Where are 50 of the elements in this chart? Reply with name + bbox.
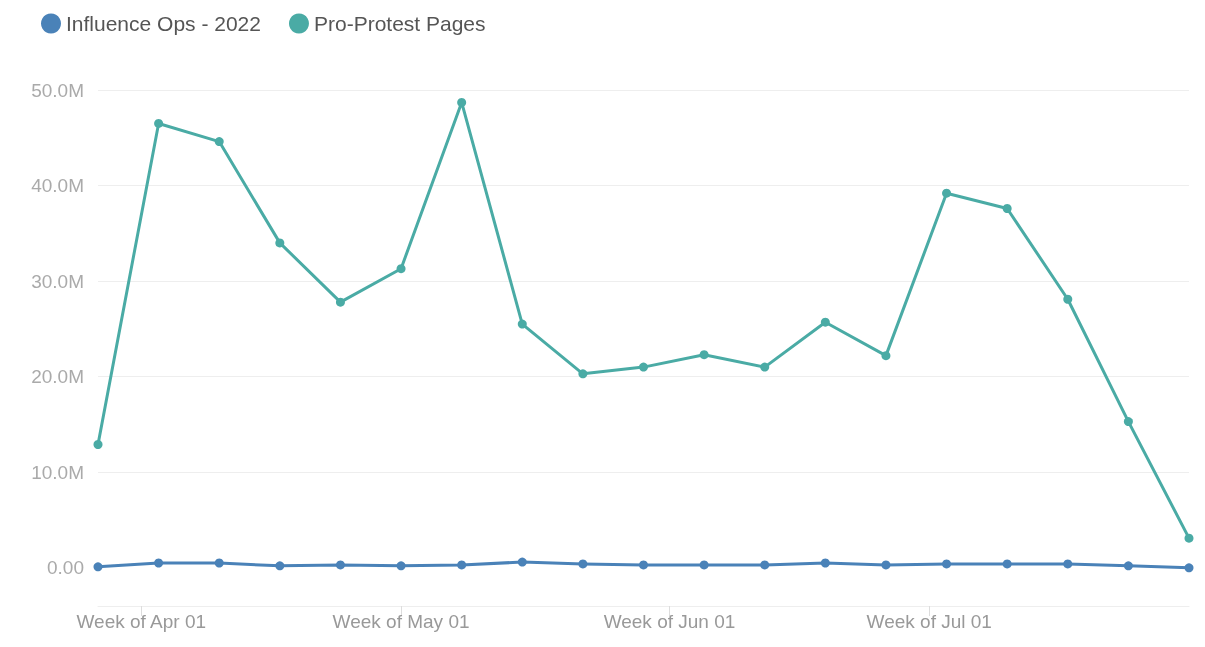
y-tick-label: 10.0M [31,461,84,483]
point [820,558,830,568]
point [396,561,406,571]
point [275,561,285,571]
x-tick-label: Week of May 01 [332,611,470,632]
point [93,562,103,572]
point [1002,203,1012,213]
point [517,319,527,329]
point [335,297,345,307]
point [699,560,709,570]
x-tick-label: Week of Jul 01 [866,611,992,632]
point [457,560,467,570]
point [457,97,467,107]
point [578,559,588,569]
y-tick-label: 50.0M [31,79,84,101]
x-tick-label: Week of Jun 01 [603,611,736,632]
point [881,351,891,361]
point [639,362,648,372]
y-tick-label: 20.0M [31,366,84,388]
point [1184,563,1194,573]
point [820,317,830,327]
point [517,557,527,567]
y-tick-label: 0.00 [47,557,84,579]
point [154,118,164,128]
legend-label: Influence Ops - 2022 [66,12,261,35]
point [942,188,952,198]
point [578,369,588,379]
point [275,238,285,248]
point [942,559,952,569]
point [1184,533,1194,543]
point [639,560,648,570]
point [1123,417,1133,427]
point [699,350,709,360]
point [760,362,770,372]
point [93,440,103,450]
y-tick-label: 30.0M [31,270,84,292]
point [154,558,164,568]
point [214,137,224,147]
point [1063,559,1073,569]
point [335,560,345,570]
point [1123,561,1133,571]
point [1002,559,1012,569]
point [760,560,770,570]
legend-label: Pro-Protest Pages [313,12,486,35]
point [396,264,406,274]
x-tick-label: Week of Apr 01 [76,611,207,632]
y-tick-label: 40.0M [31,175,84,197]
point [1063,294,1073,304]
point [214,558,224,568]
point [881,560,891,570]
